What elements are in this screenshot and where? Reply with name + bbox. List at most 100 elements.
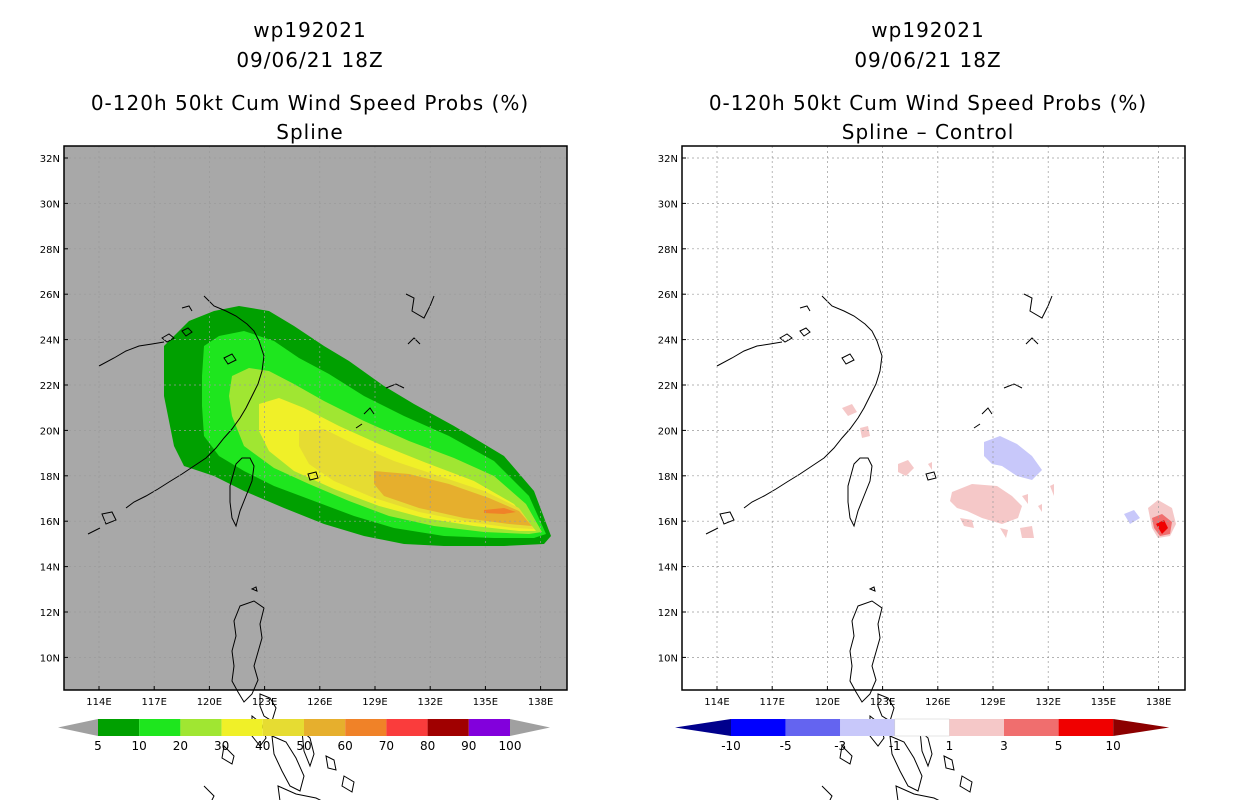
lat-tick-label: 10N bbox=[658, 653, 678, 664]
lat-tick-label: 12N bbox=[658, 608, 678, 619]
lon-tick-label: 123E bbox=[252, 697, 277, 708]
left-lat-labels: 32N 30N 28N 26N 24N 22N 20N 18N 16N 14N 12N 10N bbox=[40, 154, 68, 664]
diff-pos-4 bbox=[928, 462, 932, 470]
legend-swatch bbox=[304, 719, 346, 736]
lon-tick-label: 135E bbox=[473, 697, 498, 708]
legend-label: 5 bbox=[94, 739, 102, 753]
lat-tick-label: 24N bbox=[658, 336, 678, 347]
lat-tick-label: 32N bbox=[658, 154, 678, 165]
left-map-frame bbox=[63, 145, 568, 691]
legend-label: -1 bbox=[889, 739, 901, 753]
lon-tick-label: 123E bbox=[870, 697, 895, 708]
lat-tick-label: 28N bbox=[40, 245, 60, 256]
legend-label: 90 bbox=[461, 739, 476, 753]
lon-tick-label: 129E bbox=[362, 697, 387, 708]
diff-pos-7 bbox=[1000, 528, 1008, 538]
right-subtitle: Spline – Control bbox=[841, 120, 1015, 144]
legend-label: -5 bbox=[780, 739, 792, 753]
right-colorbar-legend: -10 -5 -3 -1 1 3 5 10 bbox=[675, 718, 1170, 753]
legend-swatch bbox=[894, 718, 950, 737]
left-subtitle: Spline bbox=[276, 120, 344, 144]
lat-tick-label: 28N bbox=[658, 245, 678, 256]
right-datetime: 09/06/21 18Z bbox=[854, 48, 1002, 72]
legend-label: 100 bbox=[499, 739, 522, 753]
lon-tick-label: 135E bbox=[1091, 697, 1116, 708]
lon-tick-label: 132E bbox=[417, 697, 442, 708]
legend-swatch bbox=[139, 719, 181, 736]
legend-label: 10 bbox=[132, 739, 147, 753]
legend-label: 60 bbox=[338, 739, 353, 753]
lat-tick-label: 16N bbox=[658, 517, 678, 528]
lat-tick-label: 12N bbox=[40, 608, 60, 619]
left-storm-id: wp192021 bbox=[253, 18, 367, 42]
lat-tick-label: 18N bbox=[658, 472, 678, 483]
diff-pos-8 bbox=[1020, 526, 1034, 538]
legend-swatch bbox=[427, 719, 469, 736]
lat-tick-label: 32N bbox=[40, 154, 60, 165]
diff-pos-2 bbox=[860, 426, 870, 438]
diff-pos-5 bbox=[950, 484, 1022, 524]
diff-pos-3 bbox=[898, 460, 914, 476]
contour-60 bbox=[484, 508, 516, 514]
diff-pos-6 bbox=[960, 518, 974, 528]
legend-label: -10 bbox=[721, 739, 741, 753]
right-lon-labels: 114E 117E 120E 123E 126E 129E 132E 135E 138E bbox=[704, 686, 1171, 708]
lat-tick-label: 20N bbox=[658, 426, 678, 437]
legend-label: 3 bbox=[1000, 739, 1008, 753]
legend-swatch bbox=[785, 719, 841, 736]
lon-tick-label: 126E bbox=[307, 697, 332, 708]
legend-swatch bbox=[180, 719, 222, 736]
legend-swatch bbox=[262, 719, 304, 736]
left-datetime: 09/06/21 18Z bbox=[236, 48, 384, 72]
left-colorbar-legend: 5 10 20 30 40 50 60 70 80 90 100 bbox=[58, 719, 550, 753]
left-map-panel: 32N 30N 28N 26N 24N 22N 20N 18N 16N 14N 12N 10N 114… bbox=[40, 145, 568, 800]
right-map-background bbox=[682, 146, 1185, 690]
diff-pos-9 bbox=[1022, 494, 1028, 504]
lat-tick-label: 14N bbox=[658, 563, 678, 574]
legend-high-arrow bbox=[1113, 719, 1170, 736]
diff-pos-14 bbox=[1156, 520, 1168, 534]
legend-swatch bbox=[1004, 719, 1059, 736]
legend-swatch bbox=[949, 719, 1004, 736]
diff-neg-1 bbox=[984, 436, 1042, 480]
lat-tick-label: 22N bbox=[40, 381, 60, 392]
legend-swatch bbox=[840, 719, 895, 736]
legend-swatch bbox=[345, 719, 387, 736]
left-lon-labels: 114E 117E 120E 123E 126E 129E 132E 135E 138E bbox=[86, 686, 553, 708]
lat-tick-label: 26N bbox=[40, 290, 60, 301]
legend-swatch bbox=[386, 719, 428, 736]
diff-pos-1 bbox=[842, 404, 857, 416]
legend-low-arrow bbox=[675, 719, 731, 736]
lat-tick-label: 20N bbox=[40, 426, 60, 437]
lon-tick-label: 138E bbox=[528, 697, 553, 708]
lon-tick-label: 120E bbox=[197, 697, 222, 708]
lon-tick-label: 114E bbox=[704, 697, 729, 708]
legend-swatch bbox=[1058, 719, 1114, 736]
legend-label: -3 bbox=[834, 739, 846, 753]
lat-tick-label: 30N bbox=[40, 199, 60, 210]
lat-tick-label: 18N bbox=[40, 472, 60, 483]
left-product-title: 0-120h 50kt Cum Wind Speed Probs (%) bbox=[90, 91, 530, 115]
lat-tick-label: 30N bbox=[658, 199, 678, 210]
legend-label: 5 bbox=[1055, 739, 1063, 753]
lat-tick-label: 16N bbox=[40, 517, 60, 528]
legend-label: 80 bbox=[420, 739, 435, 753]
right-lat-labels: 32N 30N 28N 26N 24N 22N 20N 18N 16N 14N 12N 10N bbox=[658, 154, 686, 664]
legend-swatch bbox=[221, 719, 263, 736]
diff-neg-2 bbox=[1124, 510, 1140, 524]
lon-tick-label: 117E bbox=[141, 697, 166, 708]
right-product-title: 0-120h 50kt Cum Wind Speed Probs (%) bbox=[708, 91, 1148, 115]
lat-tick-label: 10N bbox=[40, 653, 60, 664]
diff-pos-10 bbox=[1038, 504, 1042, 512]
lon-tick-label: 132E bbox=[1035, 697, 1060, 708]
lat-tick-label: 24N bbox=[40, 336, 60, 347]
legend-label: 40 bbox=[255, 739, 270, 753]
lon-tick-label: 117E bbox=[759, 697, 784, 708]
legend-label: 20 bbox=[173, 739, 188, 753]
legend-swatch bbox=[98, 719, 140, 736]
left-graticule bbox=[64, 146, 567, 690]
left-probability-contours bbox=[87, 293, 551, 800]
right-storm-id: wp192021 bbox=[871, 18, 985, 42]
legend-label: 50 bbox=[296, 739, 311, 753]
